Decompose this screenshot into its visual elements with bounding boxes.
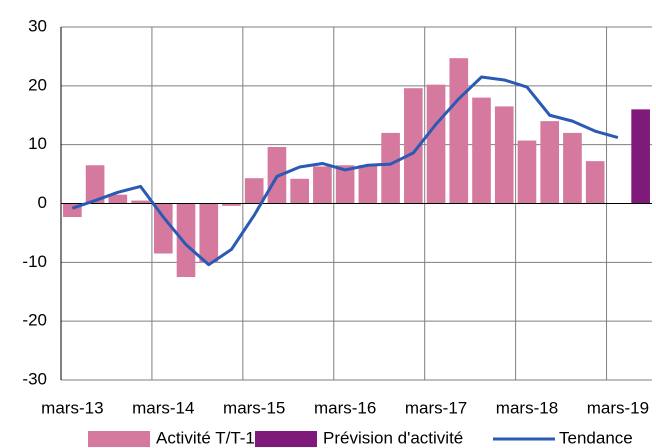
bar <box>426 84 446 204</box>
bar <box>222 203 241 206</box>
y-tick-label: 20 <box>28 75 47 94</box>
x-tick-label: mars-16 <box>314 398 376 417</box>
x-tick-label: mars-15 <box>223 398 285 417</box>
y-tick-label: 0 <box>38 193 47 212</box>
legend-label: Prévision d'activité <box>323 428 463 447</box>
bar <box>540 121 560 204</box>
bar <box>290 178 309 204</box>
y-tick-label: -20 <box>22 311 47 330</box>
legend-swatch <box>88 431 150 447</box>
bar <box>631 109 650 204</box>
bar <box>153 203 173 254</box>
bar <box>131 200 150 204</box>
bar <box>335 165 355 204</box>
bar <box>381 132 400 204</box>
x-tick-label: mars-17 <box>405 398 467 417</box>
bar <box>176 203 196 278</box>
x-tick-label: mars-18 <box>496 398 558 417</box>
legend-swatch <box>255 431 317 447</box>
y-tick-label: -30 <box>22 369 47 388</box>
bar <box>472 97 491 204</box>
bar <box>517 140 537 204</box>
bar <box>313 166 332 204</box>
bar <box>585 161 605 204</box>
legend-label: Activité T/T-1 <box>156 428 255 447</box>
bar <box>108 194 128 204</box>
bar <box>404 88 423 204</box>
y-tick-label: 30 <box>28 16 47 35</box>
bar <box>85 165 105 204</box>
x-tick-label: mars-14 <box>132 398 194 417</box>
x-tick-label: mars-13 <box>41 398 103 417</box>
bar <box>449 58 469 204</box>
y-tick-label: -10 <box>22 252 47 271</box>
legend-label: Tendance <box>559 428 633 447</box>
trend-line <box>71 75 619 267</box>
bar <box>358 165 378 204</box>
bar <box>494 106 514 204</box>
bar <box>244 178 264 204</box>
bar <box>199 203 219 263</box>
x-tick-label: mars-19 <box>587 398 649 417</box>
y-tick-label: 10 <box>28 134 47 153</box>
bar <box>563 132 582 204</box>
